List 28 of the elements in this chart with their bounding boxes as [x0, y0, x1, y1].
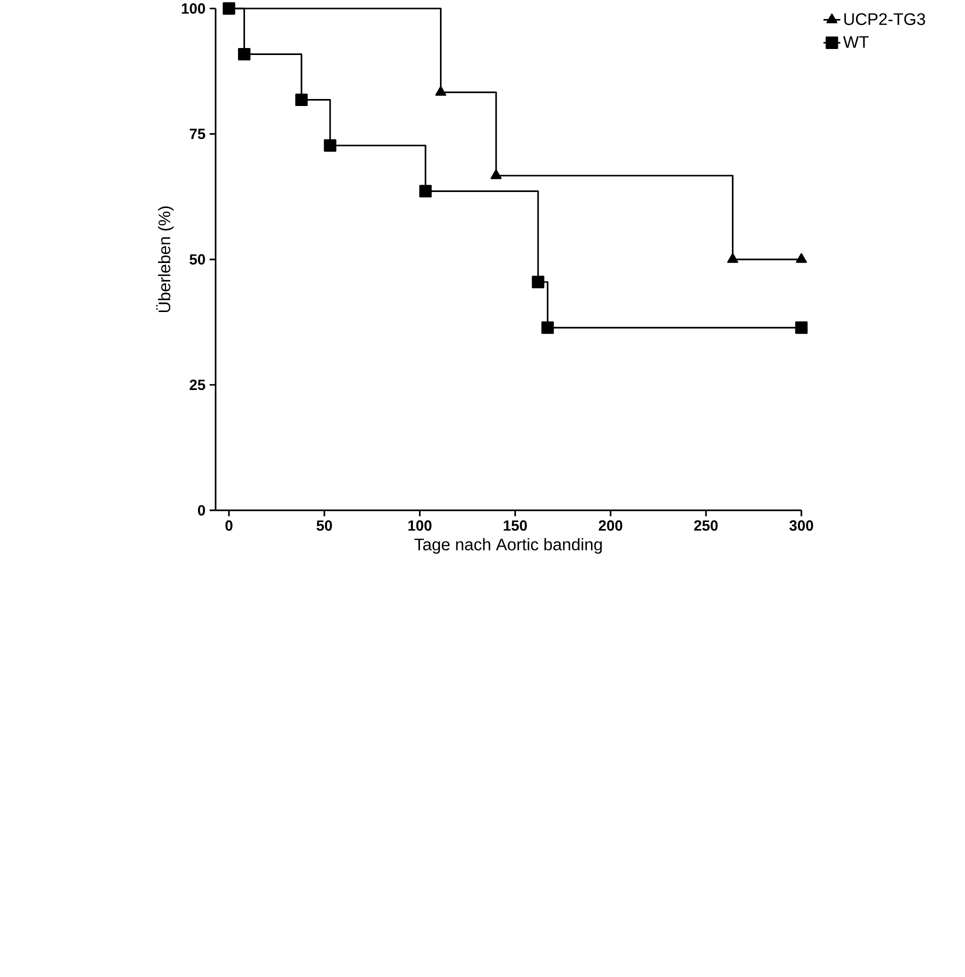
- x-tick-label: 50: [316, 520, 332, 531]
- y-tick-label: 25: [190, 380, 206, 390]
- point: [295, 94, 308, 106]
- x-tick-label: 250: [694, 520, 718, 531]
- x-tick-label: 150: [504, 520, 527, 531]
- point: [541, 321, 554, 334]
- legend-label: WT: [843, 36, 869, 48]
- x-axis-title: Tage nach Aortic banding: [414, 538, 602, 554]
- legend-label: UCP2-TG3: [844, 13, 926, 26]
- point: [796, 253, 807, 263]
- y-axis-title: Überleben (%): [156, 206, 174, 312]
- y-tick-label: 0: [198, 505, 205, 516]
- point: [795, 321, 808, 334]
- point: [532, 276, 544, 288]
- x-tick-label: 200: [598, 520, 622, 531]
- point: [419, 184, 432, 198]
- point: [727, 253, 738, 263]
- point: [222, 2, 236, 15]
- x-tick-label: 0: [225, 520, 232, 531]
- x-tick-label: 100: [408, 520, 432, 531]
- y-tick-label: 50: [190, 254, 205, 265]
- y-tick-label: 75: [190, 128, 206, 140]
- point: [238, 48, 250, 60]
- y-tick-label: 100: [182, 3, 205, 14]
- point: [435, 86, 446, 96]
- point: [324, 139, 336, 152]
- point: [490, 169, 502, 180]
- x-tick-label: 300: [789, 520, 814, 531]
